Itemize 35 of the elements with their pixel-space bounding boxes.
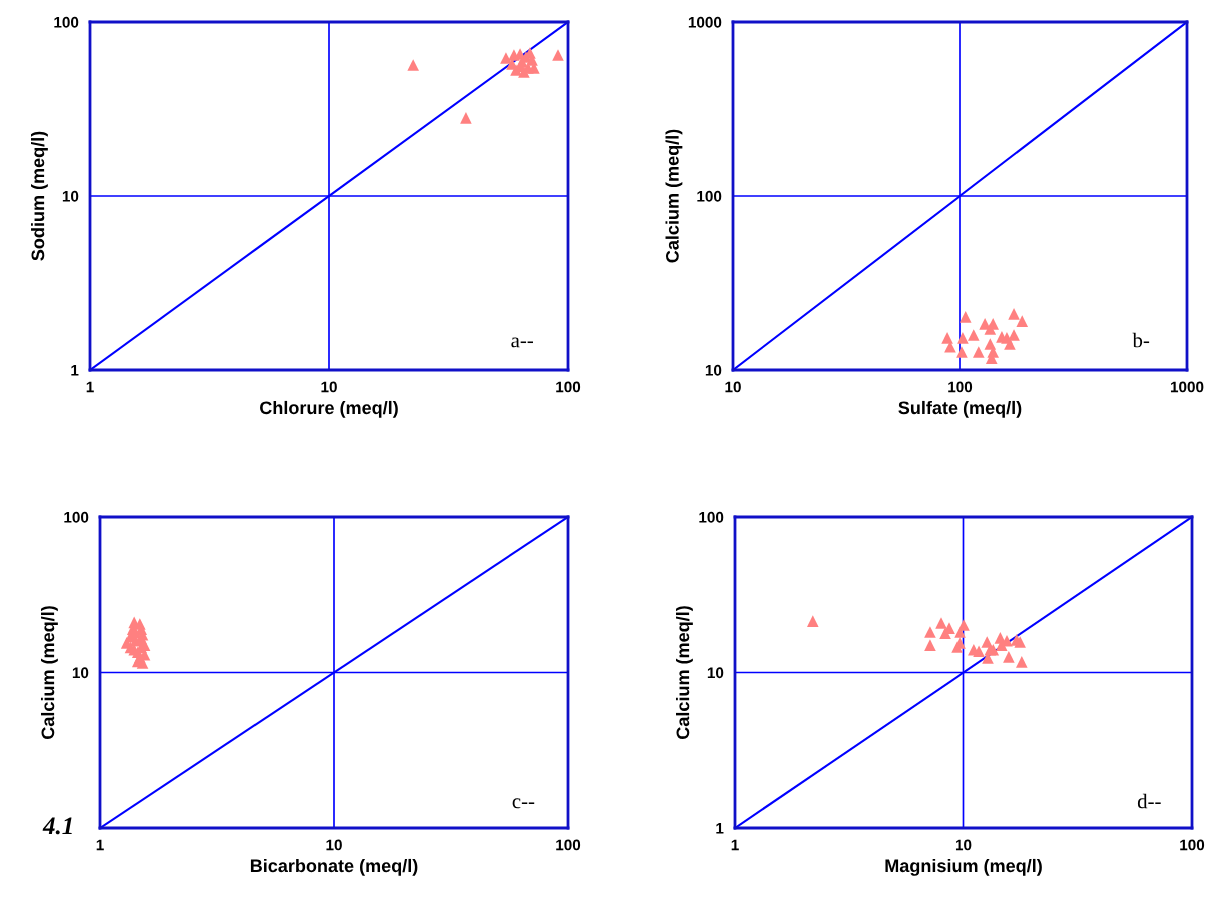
y-tick-label: 10 — [705, 364, 722, 376]
y-tick-label: 100 — [64, 511, 89, 523]
y-tick-label: 100 — [699, 511, 724, 523]
text: 4.1 — [42, 817, 72, 835]
x-axis-title: Magnisium (meq/l) — [885, 858, 1042, 876]
y-tick-label: 100 — [697, 190, 722, 202]
y-axis-title: Sodium (meq/l) — [31, 131, 48, 261]
y-tick-label: 10 — [72, 667, 89, 679]
y-tick-label: 1 — [716, 823, 724, 834]
x-axis-title: Bicarbonate (meq/l) — [250, 858, 418, 876]
y-tick-label: 10 — [62, 190, 79, 202]
annotation: d-- — [1137, 793, 1161, 809]
x-tick-label: 10 — [725, 381, 741, 393]
x-tick-label: 10 — [321, 381, 337, 393]
annotation: b- — [1132, 332, 1150, 348]
x-tick-label: 1000 — [1170, 381, 1204, 393]
y-tick-label: 1 — [71, 365, 79, 376]
y-tick-label: 1000 — [688, 16, 722, 28]
x-tick-label: 1 — [96, 839, 104, 851]
annotation: a-- — [511, 337, 534, 348]
x-tick-label: 100 — [1180, 839, 1205, 851]
x-tick-label: 100 — [556, 839, 581, 851]
y-axis-title: Calcium (meq/l) — [676, 606, 693, 739]
x-axis-title: Chlorure (meq/l) — [260, 400, 398, 418]
x-tick-label: 10 — [326, 839, 342, 851]
x-tick-label: 10 — [955, 839, 972, 851]
x-tick-label: 1 — [731, 839, 739, 851]
x-tick-label: 100 — [948, 381, 973, 393]
x-axis-title: Sulfate (meq/l) — [898, 400, 1022, 418]
y-axis-title: Calcium (meq/l) — [41, 606, 58, 739]
annotation: c-- — [512, 798, 535, 809]
y-axis-title: Calcium (meq/l) — [665, 129, 683, 263]
y-tick-label: 100 — [54, 16, 79, 28]
x-tick-label: 100 — [556, 381, 581, 393]
y-tick-label: 10 — [707, 667, 724, 679]
